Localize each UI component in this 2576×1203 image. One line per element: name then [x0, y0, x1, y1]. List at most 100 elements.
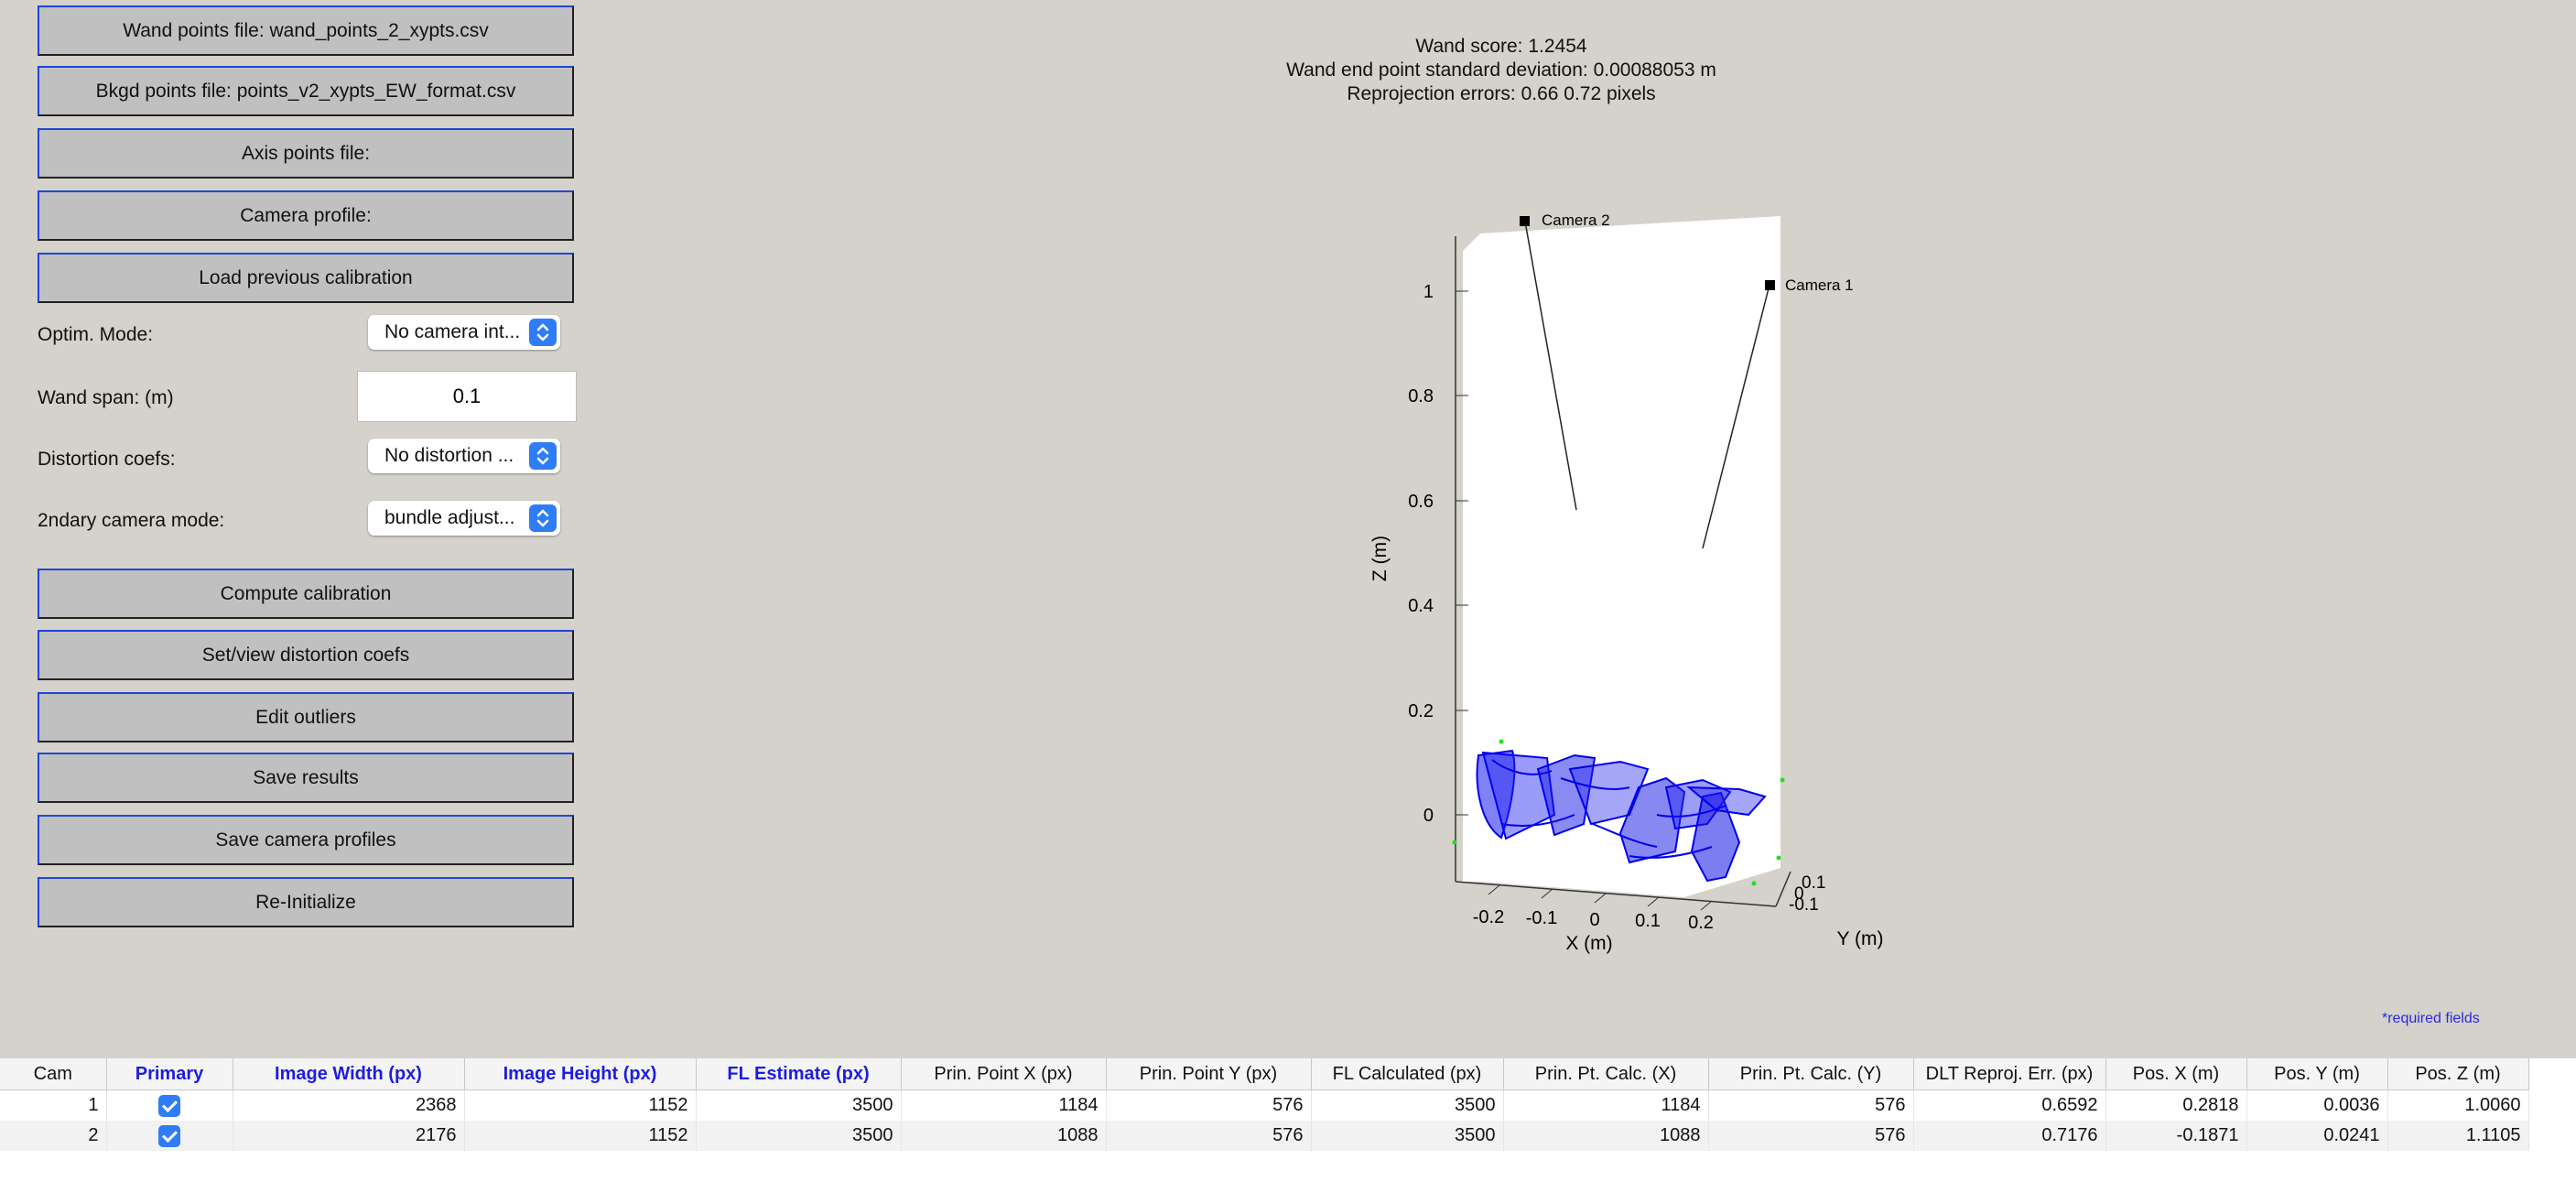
y-tick-label: 0: [1794, 884, 1804, 904]
cell-prin-point-y[interactable]: 576: [1106, 1089, 1312, 1121]
cell-cam[interactable]: 2: [0, 1121, 107, 1151]
cell-dlt-reproj-err[interactable]: 0.6592: [1913, 1089, 2106, 1121]
chevron-up-down-icon: [529, 504, 557, 532]
cell-prin-pt-calc-y[interactable]: 576: [1708, 1121, 1914, 1151]
camera1-view-line: [1702, 284, 1770, 549]
x-axis-label: X (m): [1565, 933, 1612, 954]
plot-back-panel: [1480, 216, 1780, 897]
col-header-dlt-reproj-err[interactable]: DLT Reproj. Err. (px): [1913, 1058, 2106, 1090]
camera-profile-button[interactable]: Camera profile:: [38, 190, 574, 241]
secondary-camera-mode-label: 2ndary camera mode:: [38, 510, 225, 531]
re-initialize-button[interactable]: Re-Initialize: [38, 877, 574, 927]
z-tick-label: 0.8: [1408, 386, 1434, 406]
cell-prin-pt-calc-x[interactable]: 1088: [1503, 1121, 1709, 1151]
col-header-cam[interactable]: Cam: [0, 1058, 107, 1090]
cell-cam[interactable]: 1: [0, 1089, 107, 1121]
col-header-pos-z[interactable]: Pos. Z (m): [2387, 1058, 2529, 1090]
z-tick-label: 0.2: [1408, 701, 1434, 721]
reprojection-errors-text: Reprojection errors: 0.66 0.72 pixels: [1347, 83, 1656, 104]
cell-pos-x[interactable]: 0.2818: [2105, 1089, 2247, 1121]
cell-primary[interactable]: [106, 1121, 233, 1151]
cell-image-height[interactable]: 1152: [464, 1121, 697, 1151]
distortion-coefs-select[interactable]: No distortion ...: [368, 439, 560, 473]
cell-prin-pt-calc-y[interactable]: 576: [1708, 1089, 1914, 1121]
x-tick-label: -0.2: [1473, 907, 1504, 927]
camera2-marker: [1520, 216, 1530, 226]
y-axis-line: [1775, 871, 1791, 907]
cell-fl-calculated[interactable]: 3500: [1311, 1089, 1504, 1121]
axis-points-file-button[interactable]: Axis points file:: [38, 128, 574, 179]
cell-fl-calculated[interactable]: 3500: [1311, 1121, 1504, 1151]
set-view-distortion-coefs-button[interactable]: Set/view distortion coefs: [38, 630, 574, 680]
wand-span-label: Wand span: (m): [38, 387, 174, 408]
optim-mode-label: Optim. Mode:: [38, 324, 154, 345]
camera1label: Camera 1: [1785, 276, 1854, 294]
wand-points-file-button[interactable]: Wand points file: wand_points_2_xypts.cs…: [38, 5, 574, 56]
calibration-3d-plot[interactable]: 0 0.2 0.4 0.6 0.8 1 Z (m) -0.2 -0.1 0 0.…: [1355, 183, 1941, 970]
optim-mode-select[interactable]: No camera int...: [368, 315, 560, 350]
cell-pos-y[interactable]: 0.0036: [2246, 1089, 2388, 1121]
distortion-coefs-label: Distortion coefs:: [38, 449, 176, 470]
cell-image-width[interactable]: 2176: [233, 1121, 465, 1151]
wand-points-cloud: [1476, 749, 1767, 883]
camera2-label: Camera 2: [1542, 211, 1610, 229]
cell-pos-y[interactable]: 0.0241: [2246, 1121, 2388, 1151]
z-tick-label: 0: [1423, 806, 1434, 826]
table-row: 2 2176 1152 3500 1088 576 3500 1088 576 …: [0, 1121, 2529, 1151]
x-tick-label: 0.1: [1635, 911, 1661, 931]
chevron-up-down-icon: [529, 319, 557, 346]
x-axis-line: [1455, 881, 1777, 907]
save-camera-profiles-button[interactable]: Save camera profiles: [38, 815, 574, 865]
cell-pos-x[interactable]: -0.1871: [2105, 1121, 2247, 1151]
z-tick-label: 0.4: [1408, 596, 1434, 616]
cell-image-width[interactable]: 2368: [233, 1089, 465, 1121]
y-tick-label: 0.1: [1802, 873, 1825, 893]
wand-span-input[interactable]: [357, 371, 577, 422]
z-axis-label: Z (m): [1369, 536, 1391, 581]
required-fields-note: *required fields: [2382, 1011, 2480, 1026]
load-previous-calibration-button[interactable]: Load previous calibration: [38, 253, 574, 303]
cell-prin-point-x[interactable]: 1184: [901, 1089, 1107, 1121]
table-header-row: Cam Primary Image Width (px) Image Heigh…: [0, 1058, 2529, 1090]
col-header-prin-pt-calc-x[interactable]: Prin. Pt. Calc. (X): [1503, 1058, 1709, 1090]
table-row: 1 2368 1152 3500 1184 576 3500 1184 576 …: [0, 1089, 2529, 1121]
x-ticks: -0.2 -0.1 0 0.1 0.2: [1473, 884, 1714, 933]
col-header-fl-calculated[interactable]: FL Calculated (px): [1311, 1058, 1504, 1090]
col-header-pos-x[interactable]: Pos. X (m): [2105, 1058, 2247, 1090]
cell-prin-point-x[interactable]: 1088: [901, 1121, 1107, 1151]
bkgd-points-file-button[interactable]: Bkgd points file: points_v2_xypts_EW_for…: [38, 66, 574, 116]
cell-pos-z[interactable]: 1.1105: [2387, 1121, 2529, 1151]
secondary-camera-mode-select[interactable]: bundle adjust...: [368, 501, 560, 536]
cell-prin-pt-calc-x[interactable]: 1184: [1503, 1089, 1709, 1121]
background-points: [1452, 739, 1785, 886]
x-tick-label: 0.2: [1688, 913, 1714, 933]
y-ticks: 0.1 0 -0.1: [1789, 873, 1825, 915]
col-header-prin-point-x[interactable]: Prin. Point X (px): [901, 1058, 1107, 1090]
col-header-fl-estimate[interactable]: FL Estimate (px): [696, 1058, 902, 1090]
edit-outliers-button[interactable]: Edit outliers: [38, 692, 574, 742]
col-header-prin-point-y[interactable]: Prin. Point Y (px): [1106, 1058, 1312, 1090]
col-header-primary[interactable]: Primary: [106, 1058, 233, 1090]
primary-checkbox-checked-icon[interactable]: [158, 1124, 180, 1147]
cell-fl-estimate[interactable]: 3500: [696, 1089, 902, 1121]
cell-fl-estimate[interactable]: 3500: [696, 1121, 902, 1151]
x-tick-label: 0: [1589, 910, 1599, 930]
compute-calibration-button[interactable]: Compute calibration: [38, 569, 574, 619]
primary-checkbox-checked-icon[interactable]: [158, 1094, 180, 1117]
col-header-image-height[interactable]: Image Height (px): [464, 1058, 697, 1090]
col-header-pos-y[interactable]: Pos. Y (m): [2246, 1058, 2388, 1090]
chevron-up-down-icon: [529, 442, 557, 470]
x-tick-label: -0.1: [1526, 908, 1557, 928]
col-header-image-width[interactable]: Image Width (px): [233, 1058, 465, 1090]
save-results-button[interactable]: Save results: [38, 753, 574, 803]
cell-prin-point-y[interactable]: 576: [1106, 1121, 1312, 1151]
camera1-marker: [1765, 280, 1775, 290]
z-tick-label: 1: [1423, 282, 1434, 302]
col-header-prin-pt-calc-y[interactable]: Prin. Pt. Calc. (Y): [1708, 1058, 1914, 1090]
optim-mode-value: No camera int...: [384, 321, 521, 342]
cell-primary[interactable]: [106, 1089, 233, 1121]
camera-table[interactable]: Cam Primary Image Width (px) Image Heigh…: [0, 1058, 2576, 1203]
cell-pos-z[interactable]: 1.0060: [2387, 1089, 2529, 1121]
cell-dlt-reproj-err[interactable]: 0.7176: [1913, 1121, 2106, 1151]
cell-image-height[interactable]: 1152: [464, 1089, 697, 1121]
